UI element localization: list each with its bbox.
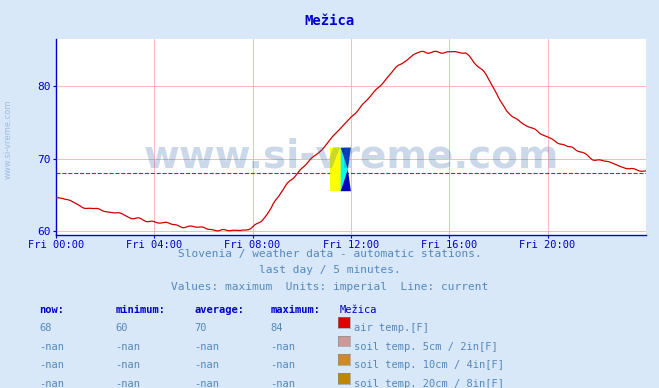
Text: -nan: -nan: [40, 379, 65, 388]
Text: soil temp. 20cm / 8in[F]: soil temp. 20cm / 8in[F]: [354, 379, 504, 388]
Text: Slovenia / weather data - automatic stations.: Slovenia / weather data - automatic stat…: [178, 249, 481, 259]
Text: soil temp. 10cm / 4in[F]: soil temp. 10cm / 4in[F]: [354, 360, 504, 371]
Text: Values: maximum  Units: imperial  Line: current: Values: maximum Units: imperial Line: cu…: [171, 282, 488, 292]
Text: Mežica: Mežica: [304, 14, 355, 28]
Text: -nan: -nan: [115, 342, 140, 352]
Text: air temp.[F]: air temp.[F]: [354, 323, 429, 333]
Text: 68: 68: [40, 323, 52, 333]
Text: -nan: -nan: [270, 342, 295, 352]
Text: minimum:: minimum:: [115, 305, 165, 315]
Text: -nan: -nan: [270, 379, 295, 388]
Text: 70: 70: [194, 323, 207, 333]
Text: www.si-vreme.com: www.si-vreme.com: [143, 137, 559, 175]
Text: maximum:: maximum:: [270, 305, 320, 315]
Polygon shape: [341, 148, 348, 191]
Polygon shape: [341, 170, 351, 191]
Text: www.si-vreme.com: www.si-vreme.com: [3, 100, 13, 179]
Text: -nan: -nan: [40, 360, 65, 371]
Text: -nan: -nan: [194, 360, 219, 371]
Text: -nan: -nan: [194, 379, 219, 388]
Text: 84: 84: [270, 323, 283, 333]
Text: last day / 5 minutes.: last day / 5 minutes.: [258, 265, 401, 275]
Text: -nan: -nan: [115, 379, 140, 388]
Text: soil temp. 5cm / 2in[F]: soil temp. 5cm / 2in[F]: [354, 342, 498, 352]
Text: -nan: -nan: [40, 342, 65, 352]
Text: -nan: -nan: [270, 360, 295, 371]
Text: -nan: -nan: [115, 360, 140, 371]
Text: 60: 60: [115, 323, 128, 333]
Polygon shape: [341, 148, 351, 170]
Text: now:: now:: [40, 305, 65, 315]
Text: Mežica: Mežica: [339, 305, 377, 315]
Text: -nan: -nan: [194, 342, 219, 352]
Polygon shape: [330, 148, 341, 191]
Text: average:: average:: [194, 305, 244, 315]
